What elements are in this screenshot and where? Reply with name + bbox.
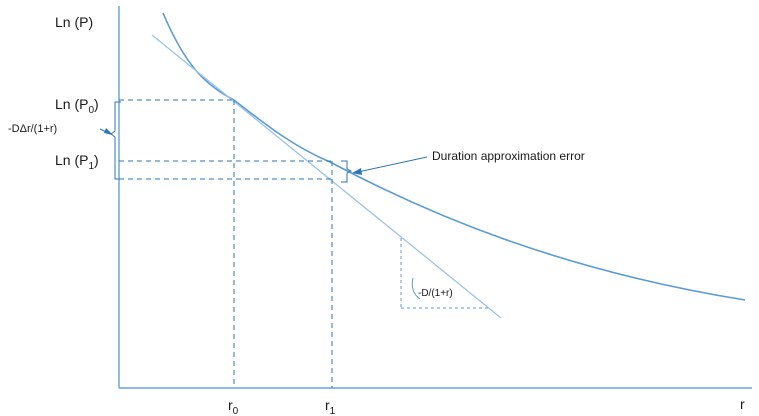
error-label: Duration approximation error: [432, 149, 585, 163]
error-brace: [341, 160, 353, 183]
y-axis-label: Ln (P): [55, 14, 93, 30]
slope-angle-arc: [411, 277, 421, 300]
bracket-label: -DΔr/(1+r): [8, 123, 57, 135]
r0-label: r0: [228, 397, 239, 416]
x-axis-label: r: [740, 396, 745, 412]
error-pointer-line: [357, 156, 428, 173]
bracket-arrowhead: [104, 128, 113, 135]
slope-triangle: [400, 238, 491, 309]
error-arrowhead: [352, 168, 362, 175]
price-yield-curve: [162, 12, 746, 301]
tangent-line: [151, 34, 502, 319]
r1-label: r1: [325, 397, 336, 416]
ln-p1-label: Ln (P1): [55, 152, 99, 172]
ln-p0-label: Ln (P0): [55, 96, 99, 116]
slope-label: -D/(1+r): [418, 288, 453, 299]
dashed-guides: [119, 99, 333, 388]
